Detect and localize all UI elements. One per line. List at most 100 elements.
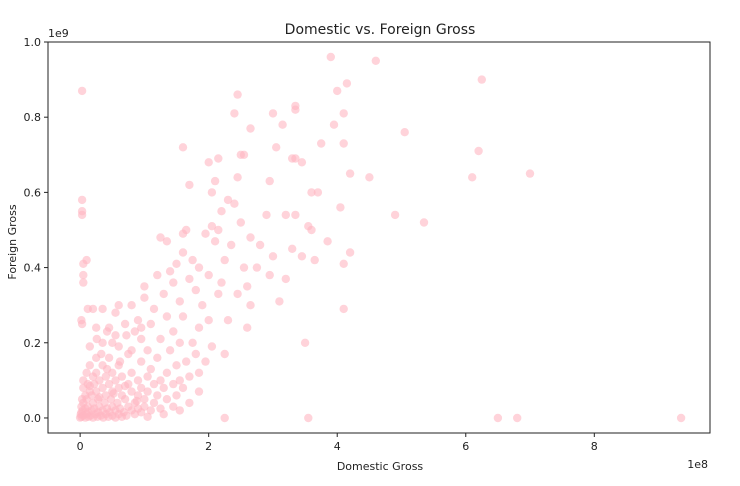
data-point	[246, 124, 255, 133]
data-point	[165, 267, 175, 276]
y-tick-label: 0.0	[24, 412, 42, 425]
data-point	[275, 297, 284, 306]
data-point	[137, 323, 146, 332]
data-point	[207, 222, 217, 231]
data-point	[210, 237, 220, 246]
data-point	[146, 319, 155, 329]
data-point	[146, 364, 155, 374]
data-point	[153, 353, 162, 362]
data-point	[342, 79, 352, 88]
data-point	[88, 304, 98, 314]
data-point	[165, 346, 175, 355]
data-point	[117, 372, 127, 381]
data-point	[525, 169, 535, 178]
x-tick-label: 6	[462, 440, 469, 453]
data-point	[172, 391, 181, 400]
data-point	[169, 327, 178, 336]
data-point	[339, 304, 348, 314]
data-point	[255, 240, 265, 250]
data-point	[204, 158, 213, 167]
data-point	[233, 289, 242, 299]
data-point	[130, 410, 139, 419]
data-point	[339, 139, 348, 148]
data-point	[365, 173, 374, 182]
data-point	[77, 319, 87, 329]
data-point	[97, 349, 106, 359]
data-point	[185, 398, 194, 408]
chart-title: Domestic vs. Foreign Gross	[285, 22, 476, 38]
data-point	[281, 274, 290, 284]
data-point	[339, 109, 348, 118]
data-point	[137, 357, 146, 366]
data-point	[182, 357, 191, 366]
data-point	[159, 383, 168, 393]
data-point	[109, 389, 118, 398]
data-point	[140, 395, 149, 404]
data-point	[252, 263, 262, 272]
x-tick-label: 2	[205, 440, 212, 453]
data-point	[194, 323, 204, 332]
data-point	[217, 278, 226, 287]
data-point	[281, 210, 290, 220]
data-point	[297, 252, 307, 261]
data-point	[188, 255, 197, 265]
data-point	[169, 278, 178, 287]
y-axis-offset-label: 1e9	[48, 27, 69, 40]
data-point	[140, 282, 149, 291]
data-point	[82, 368, 91, 377]
data-point	[345, 248, 355, 257]
data-point	[191, 349, 200, 359]
data-point	[77, 86, 87, 96]
data-point	[230, 109, 239, 118]
data-point	[220, 349, 229, 359]
data-point	[676, 413, 686, 423]
data-point	[233, 173, 242, 182]
data-point	[169, 379, 178, 389]
data-point	[323, 237, 332, 246]
data-point	[114, 383, 123, 393]
data-point	[217, 207, 226, 216]
data-point	[194, 263, 204, 272]
data-point	[304, 413, 313, 423]
data-point	[143, 412, 152, 421]
data-point	[262, 210, 271, 220]
data-point	[297, 158, 307, 167]
data-point	[156, 376, 165, 385]
data-point	[185, 372, 194, 381]
data-point	[122, 331, 131, 340]
data-point	[95, 393, 104, 402]
data-point	[115, 357, 125, 366]
data-point	[133, 376, 143, 385]
data-point	[288, 154, 297, 163]
data-point	[419, 218, 429, 227]
data-point	[140, 293, 149, 302]
data-point	[336, 203, 345, 212]
data-point	[310, 255, 319, 265]
data-point	[291, 210, 300, 220]
data-point	[207, 188, 217, 197]
data-point	[474, 146, 483, 156]
data-point	[333, 86, 342, 96]
data-point	[178, 143, 188, 152]
x-axis-ticks: 0 2 4 6 8	[77, 433, 598, 453]
data-point	[223, 316, 233, 325]
y-tick-label: 0.6	[24, 186, 42, 199]
data-point	[329, 120, 339, 129]
data-point	[191, 285, 200, 295]
data-point	[156, 334, 165, 344]
data-point	[214, 289, 223, 299]
y-axis-ticks: 0.0 0.2 0.4 0.6 0.8 1.0	[24, 36, 48, 425]
data-point	[149, 304, 159, 314]
data-point	[233, 90, 242, 99]
data-point	[102, 364, 112, 374]
data-point	[111, 413, 120, 422]
data-point	[339, 259, 348, 268]
data-point	[307, 225, 316, 235]
data-point	[88, 372, 98, 381]
data-point	[185, 274, 194, 284]
data-point	[143, 372, 152, 381]
data-point	[98, 304, 107, 314]
data-point	[127, 368, 136, 377]
data-point	[104, 379, 114, 389]
